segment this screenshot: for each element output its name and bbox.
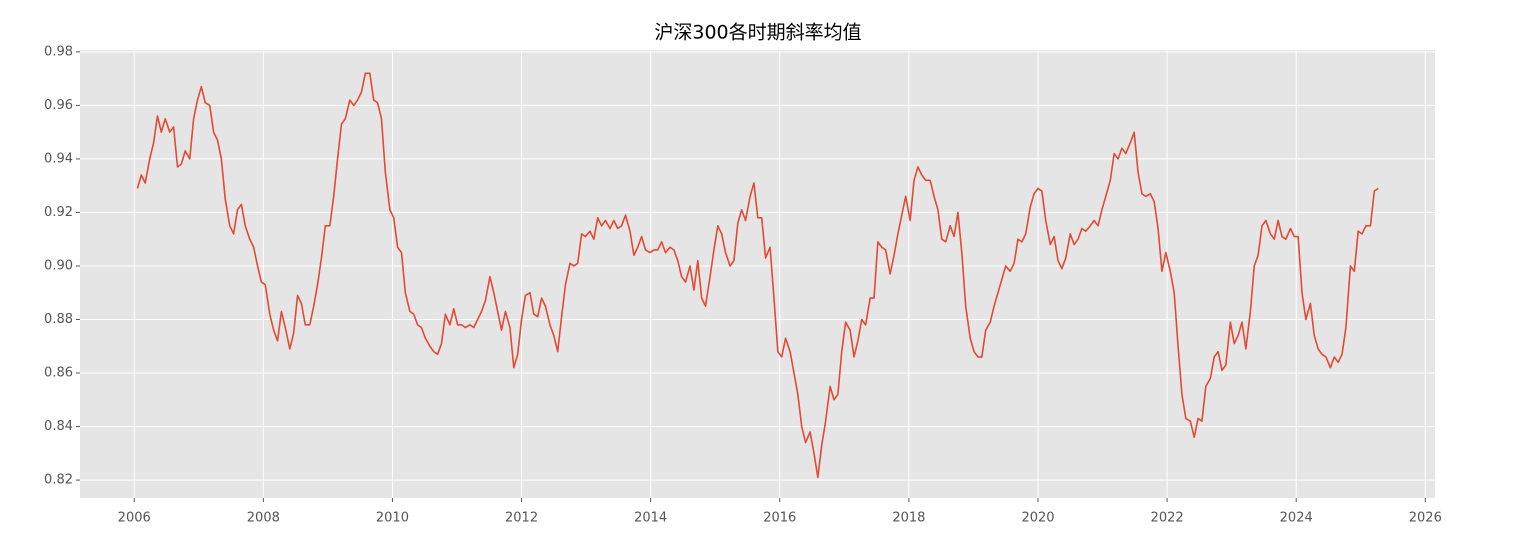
data-line [136, 72, 1379, 479]
y-tick-label: 0.92 [44, 205, 73, 220]
y-tick-label: 0.86 [44, 366, 73, 381]
y-tick-label: 0.94 [44, 151, 73, 166]
x-tick-label: 2016 [763, 511, 796, 526]
x-tick-label: 2010 [376, 511, 409, 526]
x-tick-label: 2008 [247, 511, 280, 526]
plot-area [80, 50, 1435, 498]
y-tick-label: 0.98 [44, 44, 73, 59]
x-tick-label: 2018 [892, 511, 925, 526]
x-tick-label: 2022 [1151, 511, 1184, 526]
x-tick-label: 2014 [634, 511, 667, 526]
x-tick-label: 2024 [1280, 511, 1313, 526]
chart-title: 沪深300各时期斜率均值 [654, 22, 861, 44]
x-tick-label: 2012 [505, 511, 538, 526]
y-tick-label: 0.82 [44, 473, 73, 488]
y-tick-label: 0.84 [44, 419, 73, 434]
x-tick-label: 2006 [118, 511, 151, 526]
y-tick-label: 0.90 [44, 258, 73, 273]
x-tick-label: 2020 [1021, 511, 1054, 526]
x-tick-label: 2026 [1409, 511, 1442, 526]
y-tick-label: 0.88 [44, 312, 73, 327]
y-tick-label: 0.96 [44, 98, 73, 113]
